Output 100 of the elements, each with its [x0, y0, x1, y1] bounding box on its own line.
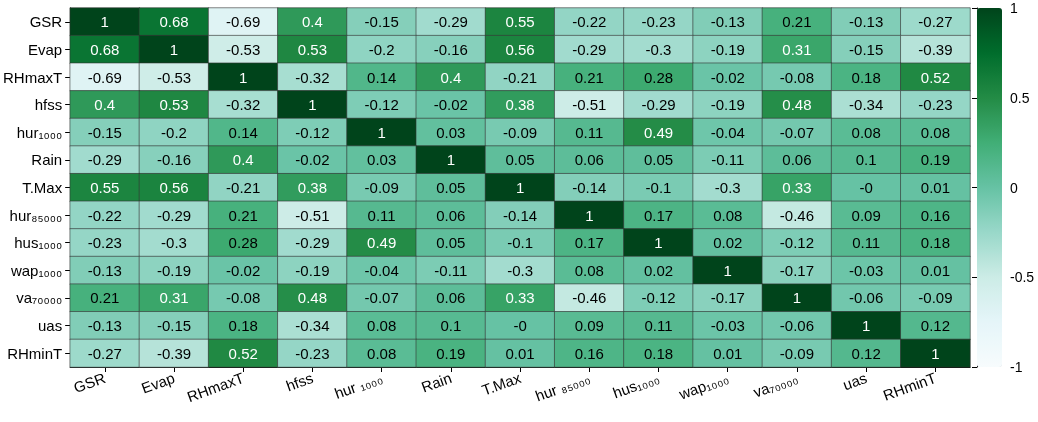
data-label: 0.06: [436, 206, 466, 224]
data-label: 1: [723, 261, 732, 279]
data-label: 0.1: [440, 317, 462, 335]
data-label: -0.11: [711, 151, 745, 169]
data-label: 0.49: [367, 234, 397, 252]
data-label: -0.23: [295, 344, 330, 362]
data-label: 0.4: [94, 96, 116, 114]
data-label: -0.51: [295, 206, 330, 224]
data-label: 0.28: [643, 68, 674, 86]
data-label: 0.16: [574, 344, 604, 362]
data-label: -0.09: [779, 344, 815, 362]
data-label: 0.21: [782, 13, 812, 31]
data-label: 0.03: [367, 151, 397, 169]
data-label: 0.19: [920, 151, 950, 169]
data-label: 0.28: [228, 234, 258, 252]
data-label: -0.22: [572, 13, 607, 31]
data-label: -0.14: [502, 206, 538, 224]
data-label: -0.07: [364, 289, 399, 307]
data-label: -0.2: [368, 40, 395, 58]
data-label: 0.19: [436, 344, 466, 362]
data-label: 0.08: [851, 123, 881, 141]
data-label: 0.68: [159, 13, 189, 31]
data-label: -0.02: [710, 68, 745, 86]
data-label: 0.38: [505, 96, 535, 114]
color-bar-label: 0.5: [1010, 89, 1030, 106]
data-label: -0.13: [87, 317, 122, 335]
data-label: -0.04: [710, 123, 745, 141]
y-tick-label: hur₁₀₀₀: [16, 123, 63, 141]
data-label: 0.14: [367, 68, 397, 86]
color-bar-label: 0: [1010, 179, 1018, 196]
data-label: 1: [377, 123, 386, 141]
data-label: 0.18: [643, 344, 674, 362]
data-label: 0.4: [440, 68, 462, 86]
data-label: 0.38: [297, 179, 328, 196]
data-label: -0.11: [434, 261, 468, 279]
data-label: 0.12: [920, 317, 950, 335]
data-label: -0.17: [779, 261, 815, 279]
x-tick-label: Evap: [138, 369, 177, 397]
data-label: -0.27: [918, 13, 953, 31]
data-label: -0.34: [295, 317, 330, 335]
data-label: -0.17: [710, 289, 745, 307]
x-tick-label: hus₁₀₀₀: [610, 369, 662, 402]
color-bar-label: 1: [1010, 0, 1018, 16]
data-label: 0.05: [643, 151, 674, 169]
data-label: -0: [859, 179, 873, 196]
data-label: -0.03: [710, 317, 745, 335]
data-label: 0.52: [228, 344, 258, 362]
data-label: 0.48: [297, 289, 328, 307]
data-label: 0.01: [505, 344, 535, 362]
data-label: -0.09: [364, 179, 399, 196]
data-label: -0.69: [226, 13, 261, 31]
data-label: -0.29: [572, 40, 607, 58]
data-label: 1: [862, 317, 871, 335]
y-tick-label: va₇₀₀₀₀: [16, 289, 63, 307]
data-label: 1: [446, 151, 456, 169]
data-label: 0.08: [367, 344, 397, 362]
data-label: 0.52: [920, 68, 950, 86]
data-label: 0.03: [436, 123, 466, 141]
data-label: 0.05: [505, 151, 535, 169]
data-label: 0.21: [228, 206, 258, 224]
data-label: -0.02: [433, 96, 468, 114]
x-tick-label: hur ₁₀₀₀: [332, 369, 385, 402]
data-label: -0.32: [295, 68, 330, 86]
data-label: -0.23: [918, 96, 953, 114]
data-label: -0.13: [849, 13, 884, 31]
data-label: -0.12: [641, 289, 676, 307]
data-label: 0.11: [367, 206, 396, 224]
data-label: -0.06: [779, 317, 815, 335]
data-label: -0.19: [156, 261, 192, 279]
data-label: 0.1: [855, 151, 877, 169]
data-label: 0.11: [852, 234, 881, 252]
data-label: -0.08: [779, 68, 815, 86]
data-label: 0.01: [920, 261, 950, 279]
data-label: -0.22: [87, 206, 122, 224]
x-tick-label: GSR: [71, 368, 108, 397]
data-label: 0.33: [505, 289, 535, 307]
data-label: -0.09: [502, 123, 538, 141]
data-label: -0.12: [364, 96, 399, 114]
data-label: -0.23: [641, 13, 676, 31]
data-label: 0.18: [920, 234, 950, 252]
y-tick-label: GSR: [29, 13, 63, 31]
data-label: 0.01: [713, 344, 743, 362]
data-label: -0.12: [295, 123, 330, 141]
data-label: -0.07: [779, 123, 815, 141]
data-label: 0.08: [574, 261, 604, 279]
data-label: 0.05: [436, 179, 466, 196]
data-label: 0.17: [574, 234, 604, 252]
data-label: -0.39: [918, 40, 953, 58]
data-label: -0.15: [156, 317, 192, 335]
data-label: 0.14: [228, 123, 258, 141]
data-label: 0.16: [920, 206, 950, 224]
x-tick-label: hur ₈₅₀₀₀: [533, 369, 593, 405]
data-label: 0.02: [643, 261, 674, 279]
y-tick-label: Evap: [27, 40, 63, 58]
data-label: 0.11: [644, 317, 673, 335]
data-label: 0.09: [851, 206, 881, 224]
data-label: -0.46: [572, 289, 607, 307]
data-label: 1: [169, 40, 179, 58]
data-label: 0.21: [574, 68, 604, 86]
data-label: -0.23: [87, 234, 122, 252]
